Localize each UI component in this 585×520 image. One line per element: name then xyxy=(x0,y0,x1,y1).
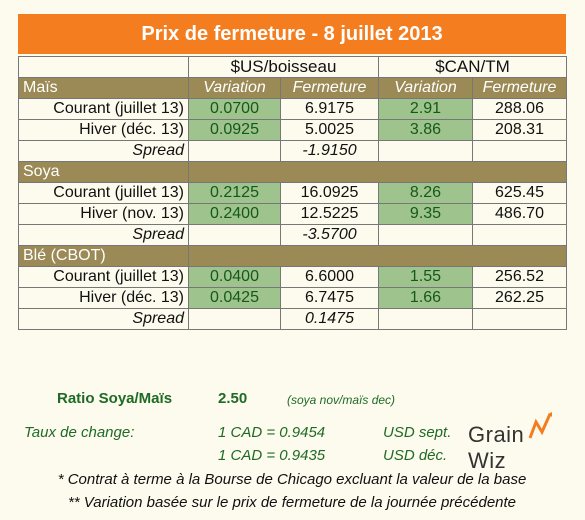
footnote-1: * Contrat à terme à la Bourse de Chicago… xyxy=(57,471,527,488)
footnote-2: ** Variation basée sur le prix de fermet… xyxy=(67,494,517,511)
contract-label: Hiver (déc. 13) xyxy=(18,287,189,309)
spread-row: Spread -3.5700 xyxy=(18,224,567,246)
usd-close-cell: 12.5225 xyxy=(280,203,379,225)
section-header-fill xyxy=(188,161,567,183)
spread-row: Spread 0.1475 xyxy=(18,308,567,330)
cad-variation-cell: 1.66 xyxy=(378,287,473,309)
cad-close-cell: 256.52 xyxy=(472,266,567,288)
spread-blank xyxy=(188,224,281,246)
table-row: Hiver (déc. 13) 0.0925 5.0025 3.86 208.31 xyxy=(18,119,567,141)
cad-variation-cell: 2.91 xyxy=(378,98,473,120)
header-blank xyxy=(18,56,189,78)
usd-variation-cell: 0.0700 xyxy=(188,98,281,120)
table-row: Hiver (déc. 13) 0.0425 6.7475 1.66 262.25 xyxy=(18,287,567,309)
cad-close-cell: 625.45 xyxy=(472,182,567,204)
usd-close-cell: 6.7475 xyxy=(280,287,379,309)
usd-variation-cell: 0.0925 xyxy=(188,119,281,141)
contract-label: Hiver (déc. 13) xyxy=(18,119,189,141)
usd-close-cell: 6.9175 xyxy=(280,98,379,120)
spread-blank xyxy=(472,308,567,330)
contract-label: Courant (juillet 13) xyxy=(18,182,189,204)
usd-close-cell: 16.0925 xyxy=(280,182,379,204)
cad-close-cell: 288.06 xyxy=(472,98,567,120)
table-row: Courant (juillet 13) 0.0700 6.9175 2.91 288.… xyxy=(18,98,567,120)
section-name: Maïs xyxy=(18,77,189,99)
ratio-note: (soya nov/maïs dec) xyxy=(287,393,396,407)
ratio-label: Ratio Soya/Maïs xyxy=(57,390,173,407)
usd-fermeture-header: Fermeture xyxy=(280,77,379,99)
exchange-rate-2: 1 CAD = 0.9435 xyxy=(218,447,326,464)
usd-variation-cell: 0.0400 xyxy=(188,266,281,288)
group-header-row: $US/boisseau $CAN/TM xyxy=(18,56,567,78)
usd-close-cell: 5.0025 xyxy=(280,119,379,141)
cad-variation-header: Variation xyxy=(378,77,473,99)
grainwiz-logo: Grain Wiz xyxy=(468,408,563,473)
cad-variation-cell: 1.55 xyxy=(378,266,473,288)
spread-blank xyxy=(472,140,567,162)
spread-label: Spread xyxy=(18,224,189,246)
spread-blank xyxy=(472,224,567,246)
spread-value: -3.5700 xyxy=(280,224,379,246)
section-name: Soya xyxy=(18,161,189,183)
table-row: Hiver (nov. 13) 0.2400 12.5225 9.35 486.70 xyxy=(18,203,567,225)
usd-variation-header: Variation xyxy=(188,77,281,99)
section-header-row: Maïs Variation Fermeture Variation Fermeture xyxy=(18,77,567,99)
spread-value: -1.9150 xyxy=(280,140,379,162)
cad-close-cell: 262.25 xyxy=(472,287,567,309)
spread-value: 0.1475 xyxy=(280,308,379,330)
ratio-value: 2.50 xyxy=(218,390,248,407)
spread-blank xyxy=(378,140,473,162)
logo-text: Grain Wiz xyxy=(468,422,525,473)
usd-variation-cell: 0.2400 xyxy=(188,203,281,225)
exchange-rate-1: 1 CAD = 0.9454 xyxy=(218,424,326,441)
spread-label: Spread xyxy=(18,140,189,162)
table-row: Courant (juillet 13) 0.0400 6.6000 1.55 256.… xyxy=(18,266,567,288)
exchange-rate-1-unit: USD sept. xyxy=(383,424,452,441)
spread-row: Spread -1.9150 xyxy=(18,140,567,162)
cad-variation-cell: 9.35 xyxy=(378,203,473,225)
section-header-row: Blé (CBOT) xyxy=(18,245,567,267)
section-header-row: Soya xyxy=(18,161,567,183)
spread-label: Spread xyxy=(18,308,189,330)
table-row: Courant (juillet 13) 0.2125 16.0925 8.26 625… xyxy=(18,182,567,204)
cad-group-header: $CAN/TM xyxy=(378,56,567,78)
usd-group-header: $US/boisseau xyxy=(188,56,379,78)
spread-blank xyxy=(378,224,473,246)
cad-variation-cell: 8.26 xyxy=(378,182,473,204)
exchange-rate-2-unit: USD déc. xyxy=(383,447,448,464)
cad-fermeture-header: Fermeture xyxy=(472,77,567,99)
spread-blank xyxy=(188,140,281,162)
prices-table-body: $US/boisseau $CAN/TM Maïs Variation Fermet… xyxy=(18,56,567,330)
usd-variation-cell: 0.0425 xyxy=(188,287,281,309)
contract-label: Courant (juillet 13) xyxy=(18,98,189,120)
cad-variation-cell: 3.86 xyxy=(378,119,473,141)
exchange-label: Taux de change: xyxy=(24,424,135,441)
contract-label: Hiver (nov. 13) xyxy=(18,203,189,225)
grainwiz-logo-icon xyxy=(528,412,552,439)
spread-blank xyxy=(188,308,281,330)
section-name: Blé (CBOT) xyxy=(18,245,189,267)
contract-label: Courant (juillet 13) xyxy=(18,266,189,288)
cad-close-cell: 486.70 xyxy=(472,203,567,225)
usd-variation-cell: 0.2125 xyxy=(188,182,281,204)
report-title: Prix de fermeture - 8 juillet 2013 xyxy=(18,14,566,54)
usd-close-cell: 6.6000 xyxy=(280,266,379,288)
section-header-fill xyxy=(188,245,567,267)
prices-table: $US/boisseau $CAN/TM Maïs Variation Fermet… xyxy=(18,56,567,330)
spread-blank xyxy=(378,308,473,330)
cad-close-cell: 208.31 xyxy=(472,119,567,141)
